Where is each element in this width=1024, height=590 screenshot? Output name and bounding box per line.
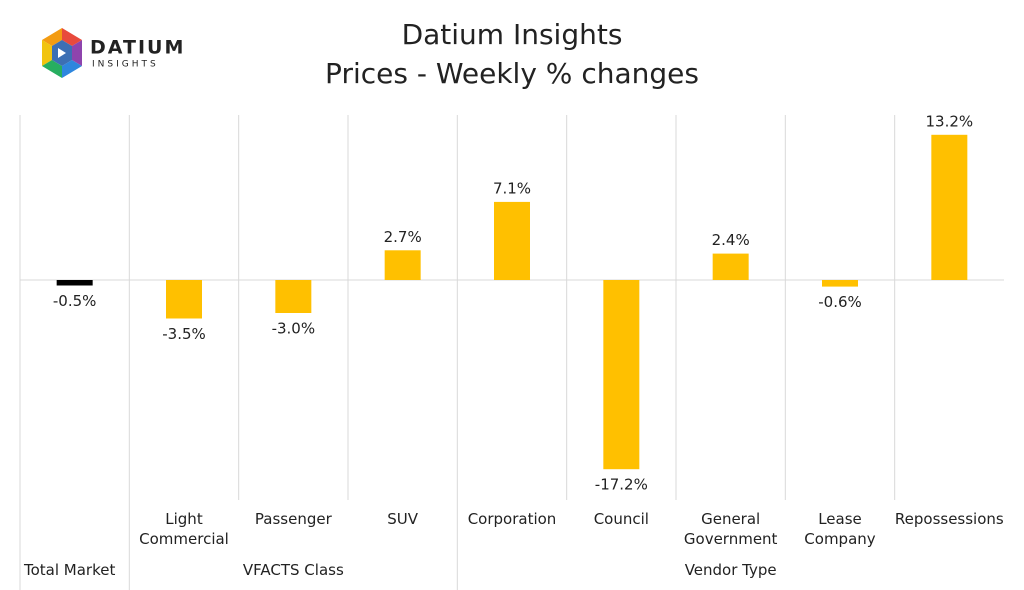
group-label: Total Market (23, 561, 116, 579)
logo-name: DATIUM (90, 37, 185, 59)
value-label: -3.0% (272, 320, 316, 338)
x-tick-label: SUV (387, 510, 419, 528)
value-label: 7.1% (493, 179, 531, 197)
chart-title: Datium Insights (402, 18, 623, 51)
value-label: 2.7% (384, 228, 422, 246)
x-tick-label: Repossessions (894, 510, 1004, 528)
value-label: -3.5% (162, 325, 206, 343)
bar (166, 280, 202, 319)
logo-mark (42, 28, 82, 78)
bar (712, 253, 749, 280)
x-tick-label: General Government (683, 510, 778, 548)
bar (384, 250, 421, 280)
value-label: 2.4% (712, 231, 750, 249)
bar (275, 280, 312, 313)
group-label: Vendor Type (684, 561, 777, 579)
x-tick-label: Council (593, 510, 649, 528)
x-tick-label: Passenger (254, 510, 332, 528)
value-label: -0.5% (53, 292, 97, 310)
x-tick-label: Corporation (467, 510, 557, 528)
chart-subtitle: Prices - Weekly % changes (325, 57, 699, 90)
value-label: 13.2% (926, 112, 974, 130)
value-label: -17.2% (595, 476, 648, 494)
group-label: VFACTS Class (242, 561, 344, 579)
logo-tagline: INSIGHTS (92, 60, 159, 70)
bar (494, 201, 530, 280)
x-tick-label: Lease Company (804, 510, 876, 548)
value-label: -0.6% (818, 293, 862, 311)
bar (603, 280, 640, 470)
bar (822, 280, 858, 287)
x-tick-label: Light Commercial (139, 510, 229, 548)
bar (931, 134, 968, 280)
bar (56, 280, 93, 286)
